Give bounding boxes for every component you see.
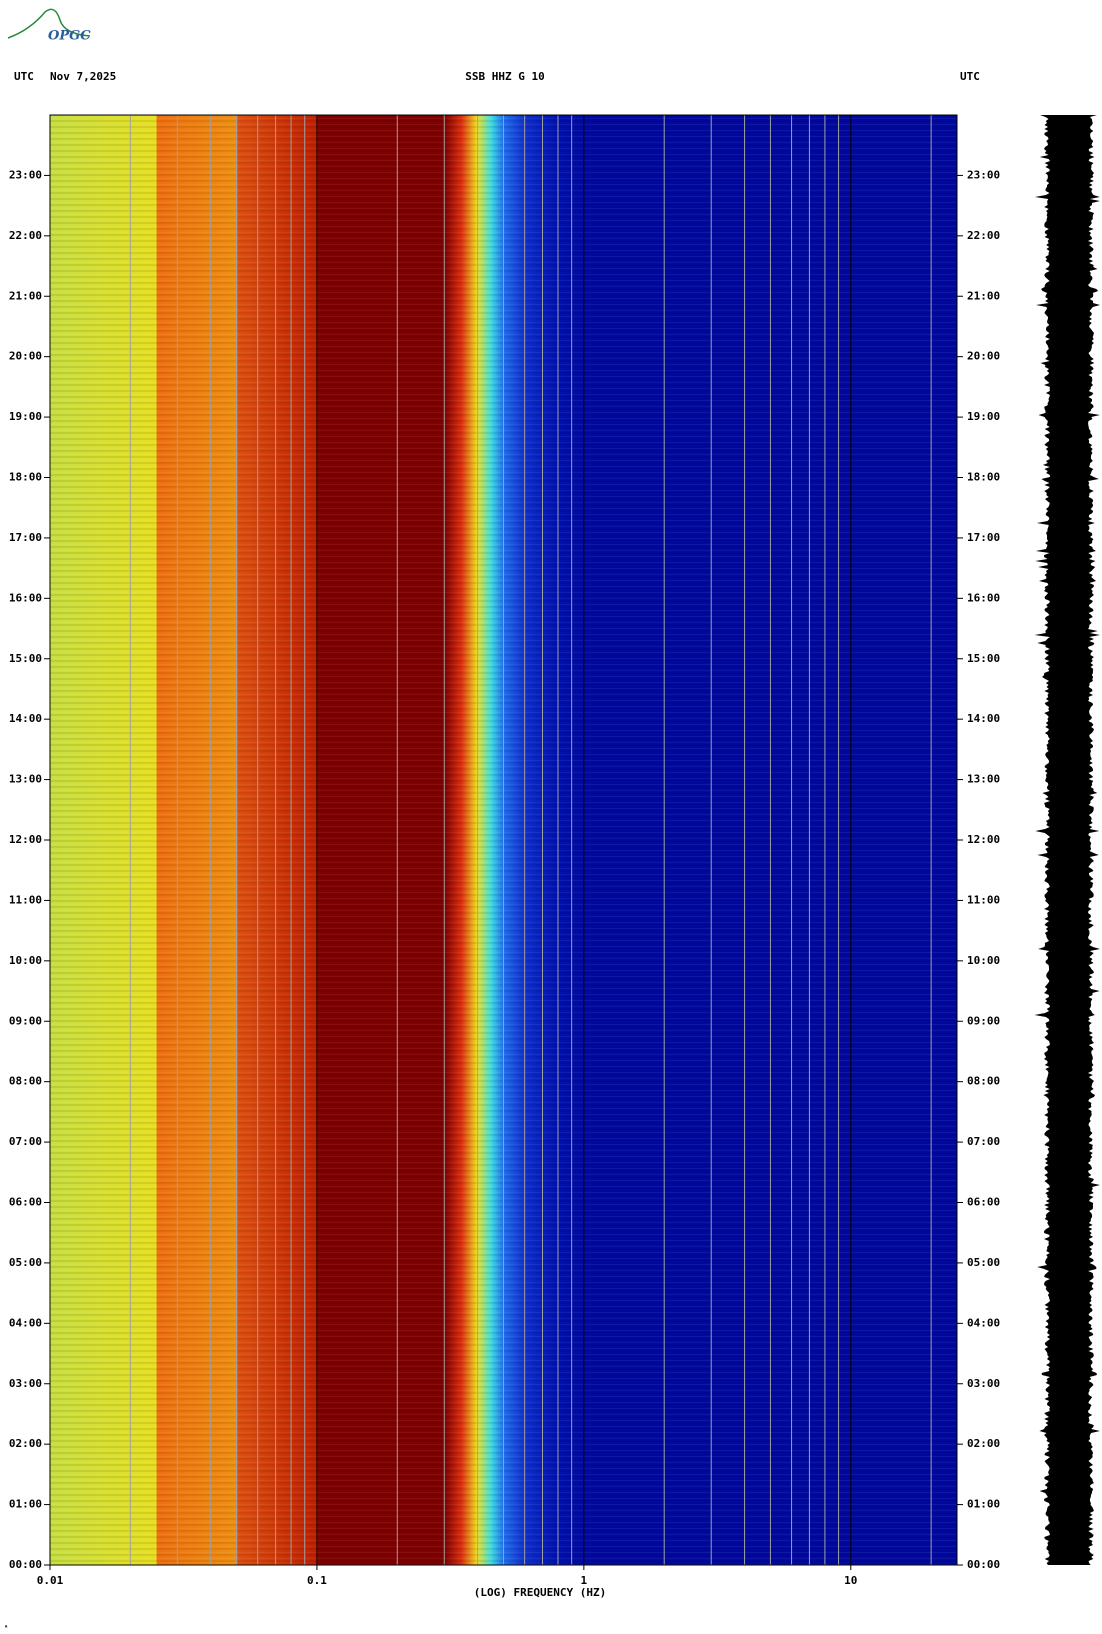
logo-text: OPGC — [48, 29, 91, 44]
plot-frame — [49, 114, 958, 1566]
y-tick-label: 10:00 — [9, 954, 42, 967]
y-tick-label-right: 00:00 — [967, 1558, 1000, 1571]
y-tick-label-right: 15:00 — [967, 652, 1000, 665]
x-tick-label: 10 — [844, 1574, 857, 1587]
y-tick-label: 02:00 — [9, 1437, 42, 1450]
y-tick-label: 04:00 — [9, 1316, 42, 1329]
y-tick-label: 17:00 — [9, 531, 42, 544]
y-tick-label-right: 17:00 — [967, 531, 1000, 544]
y-tick-label-right: 03:00 — [967, 1377, 1000, 1390]
y-tick-label-right: 18:00 — [967, 471, 1000, 484]
y-tick-label: 22:00 — [9, 229, 42, 242]
y-tick-label-right: 05:00 — [967, 1256, 1000, 1269]
y-tick-label-right: 20:00 — [967, 350, 1000, 363]
y-tick-label: 20:00 — [9, 350, 42, 363]
y-tick-label-right: 02:00 — [967, 1437, 1000, 1450]
y-tick-label-right: 13:00 — [967, 773, 1000, 786]
y-tick-label: 07:00 — [9, 1135, 42, 1148]
y-tick-label: 16:00 — [9, 591, 42, 604]
y-tick-label-right: 22:00 — [967, 229, 1000, 242]
date: Nov 7,2025 — [50, 70, 116, 83]
y-tick-label: 09:00 — [9, 1014, 42, 1027]
corner-mark: ᴬ — [4, 1623, 8, 1632]
y-tick-label: 12:00 — [9, 833, 42, 846]
y-tick-label-right: 10:00 — [967, 954, 1000, 967]
left-header: UTC — [14, 70, 34, 83]
y-tick-label: 06:00 — [9, 1196, 42, 1209]
y-tick-label: 11:00 — [9, 893, 42, 906]
y-tick-label-right: 07:00 — [967, 1135, 1000, 1148]
y-tick-label-right: 09:00 — [967, 1014, 1000, 1027]
y-tick-label: 05:00 — [9, 1256, 42, 1269]
y-tick-label: 13:00 — [9, 773, 42, 786]
y-tick-label-right: 16:00 — [967, 591, 1000, 604]
y-tick-label: 08:00 — [9, 1075, 42, 1088]
logo: OPGC — [7, 8, 91, 44]
right-header: UTC — [960, 70, 980, 83]
y-tick-label-right: 19:00 — [967, 410, 1000, 423]
y-tick-label-right: 06:00 — [967, 1196, 1000, 1209]
seismogram-trace — [1034, 115, 1100, 1565]
y-tick-label: 15:00 — [9, 652, 42, 665]
x-tick-label: 0.01 — [37, 1574, 64, 1587]
y-tick-label: 23:00 — [9, 168, 42, 181]
y-tick-label: 19:00 — [9, 410, 42, 423]
x-axis-label: (LOG) FREQUENCY (HZ) — [474, 1586, 606, 1599]
y-tick-label: 01:00 — [9, 1498, 42, 1511]
y-tick-label: 03:00 — [9, 1377, 42, 1390]
y-tick-label-right: 21:00 — [967, 289, 1000, 302]
y-tick-label-right: 01:00 — [967, 1498, 1000, 1511]
y-tick-label-right: 23:00 — [967, 168, 1000, 181]
chart-title: SSB HHZ G 10 — [465, 70, 544, 83]
y-tick-label: 00:00 — [9, 1558, 42, 1571]
y-tick-label: 21:00 — [9, 289, 42, 302]
x-tick-label: 1 — [581, 1574, 588, 1587]
y-tick-label-right: 14:00 — [967, 712, 1000, 725]
y-tick-label-right: 11:00 — [967, 893, 1000, 906]
x-tick-label: 0.1 — [307, 1574, 327, 1587]
y-tick-label: 18:00 — [9, 471, 42, 484]
y-tick-label-right: 12:00 — [967, 833, 1000, 846]
y-tick-label: 14:00 — [9, 712, 42, 725]
y-tick-label-right: 08:00 — [967, 1075, 1000, 1088]
y-tick-label-right: 04:00 — [967, 1316, 1000, 1329]
